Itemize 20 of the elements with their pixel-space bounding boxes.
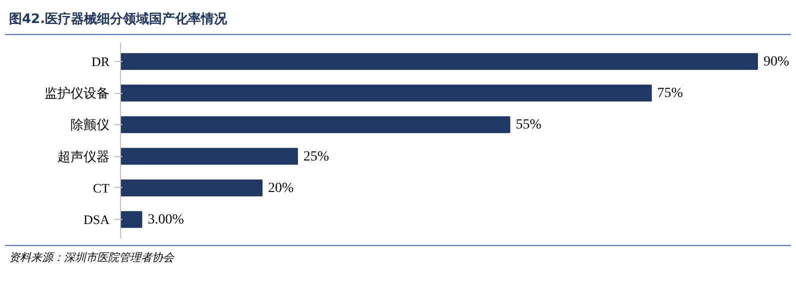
chart-title: 图42.医疗器械细分领域国产化率情况 <box>9 11 228 29</box>
y-tick-label: 超声仪器 <box>58 148 110 164</box>
bar <box>120 211 142 228</box>
bar <box>120 116 510 134</box>
data-label: 90% <box>763 54 790 70</box>
data-label: 20% <box>268 180 294 196</box>
y-tick-label: CT <box>92 180 110 196</box>
bar <box>120 148 298 165</box>
y-tick-label: DR <box>91 54 110 69</box>
bar <box>120 180 263 196</box>
bar <box>120 53 758 70</box>
text: 资料来源：深圳市医院管理者协会 <box>9 250 174 266</box>
y-tick-label: 除颤仪 <box>70 117 110 132</box>
data-label: 3.00% <box>148 212 184 228</box>
data-label: 55% <box>516 118 542 133</box>
data-label: 25% <box>303 149 330 164</box>
y-tick-label: DSA <box>83 212 110 228</box>
bar <box>120 84 652 102</box>
y-tick-label: 监护仪设备 <box>44 86 110 101</box>
data-label: 75% <box>657 86 684 102</box>
